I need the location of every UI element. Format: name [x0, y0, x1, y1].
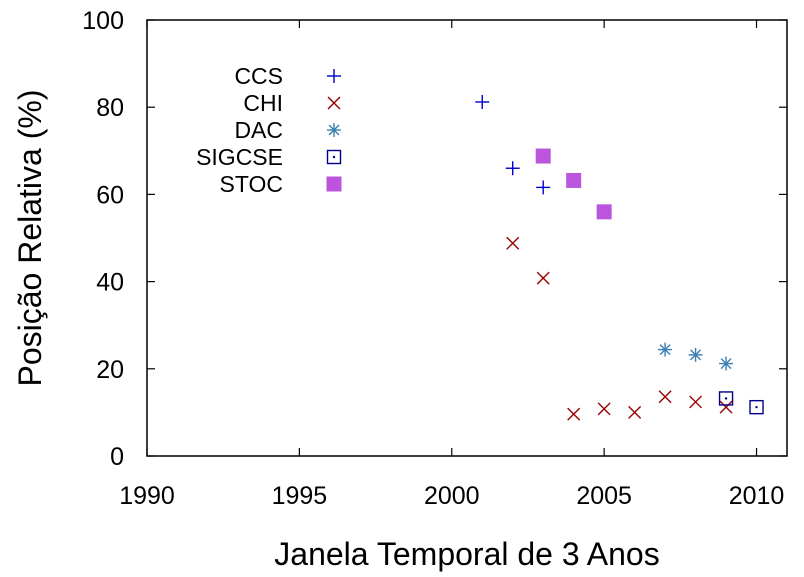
legend-marker-chi: [327, 96, 341, 110]
y-tick-label: 80: [96, 94, 124, 122]
y-tick-label: 0: [110, 443, 124, 471]
x-tick-label: 2010: [729, 482, 785, 510]
x-tick-label: 2005: [576, 482, 632, 510]
legend-marker-ccs: [327, 69, 341, 83]
data-points: [475, 94, 764, 421]
legend-marker-stoc: [326, 176, 342, 192]
dac-point: [719, 356, 734, 371]
legend-marker-dac: [327, 123, 341, 137]
chi-point: [506, 236, 520, 250]
y-tick-label: 40: [96, 269, 124, 297]
y-tick-label: 20: [96, 356, 124, 384]
legend-marker-sigcse: [326, 149, 342, 165]
legend-label-chi: CHI: [243, 90, 283, 116]
stoc-point: [566, 172, 582, 188]
y-tick-label: 60: [96, 181, 124, 209]
stoc-point: [596, 204, 612, 220]
legend-label-dac: DAC: [234, 117, 283, 143]
x-tick-label: 1995: [272, 482, 328, 510]
stoc-point: [535, 148, 551, 164]
y-axis-title: Posição Relativa (%): [12, 90, 48, 387]
ccs-point: [475, 94, 490, 109]
chi-point: [567, 407, 581, 421]
y-tick-label: 100: [82, 7, 124, 35]
ccs-point: [505, 161, 520, 176]
legend-label-stoc: STOC: [220, 171, 283, 197]
chi-point: [719, 400, 733, 414]
ccs-point: [536, 180, 551, 195]
chi-point: [536, 271, 550, 285]
plot-frame: [146, 19, 788, 457]
sigcse-point: [718, 391, 734, 406]
dac-point: [688, 347, 703, 362]
chi-point: [658, 390, 672, 404]
chi-point: [597, 402, 611, 416]
chi-point: [628, 405, 642, 419]
legend-label-sigcse: SIGCSE: [196, 144, 283, 170]
legend-label-ccs: CCS: [234, 63, 283, 89]
axis-ticks: 1990 1995 2000 2005 2010 0 20 40 60 80 100: [82, 7, 787, 510]
sigcse-point: [749, 399, 764, 415]
dac-point: [658, 342, 673, 357]
chi-point: [689, 395, 703, 409]
x-tick-label: 1990: [119, 482, 175, 510]
x-tick-label: 2000: [424, 482, 480, 510]
x-axis-title: Janela Temporal de 3 Anos: [274, 536, 659, 572]
